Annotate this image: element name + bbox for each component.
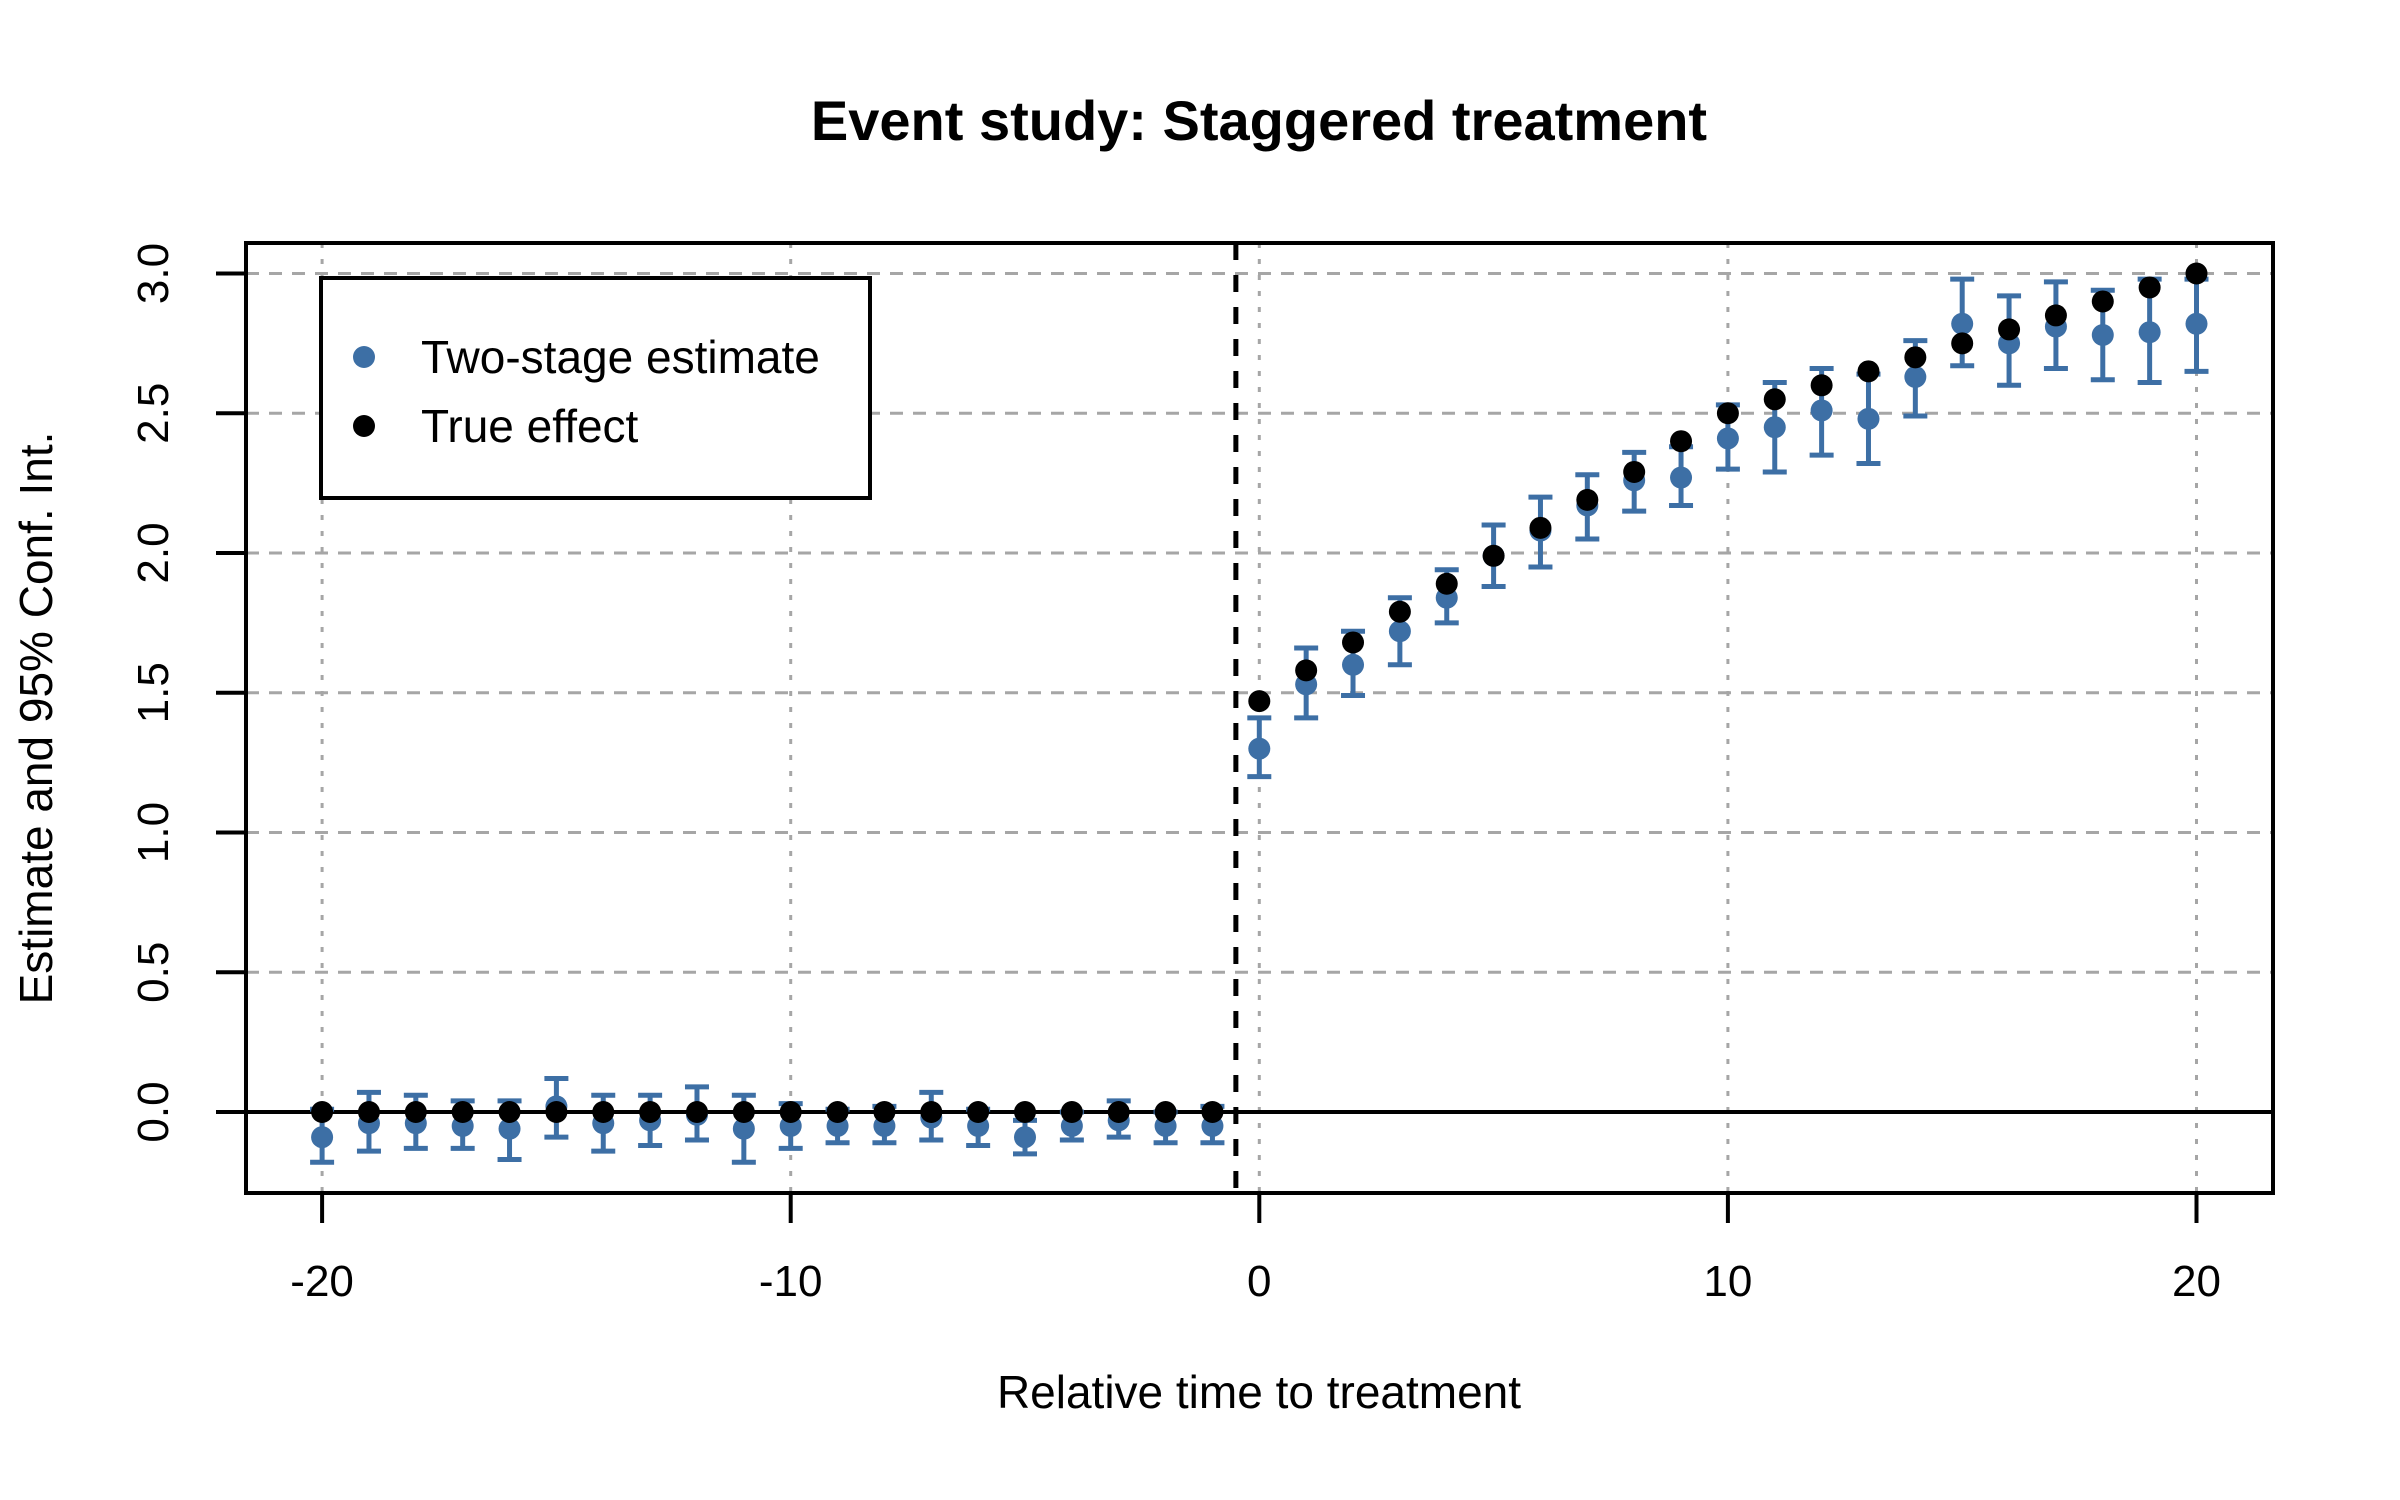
x-axis-tick-label: 20 — [2172, 1257, 2221, 1306]
two-stage-estimate-point — [1248, 737, 1271, 760]
true-effect-point — [779, 1101, 802, 1123]
true-effect-point — [2185, 262, 2208, 285]
true-effect-point — [920, 1101, 943, 1123]
true-effect-point — [498, 1101, 521, 1123]
y-axis-tick-label: 0.5 — [129, 942, 178, 1003]
true-effect-point — [1763, 388, 1786, 411]
true-effect-point — [1951, 332, 1974, 355]
x-axis-tick-label: 0 — [1247, 1257, 1271, 1306]
true-effect-point — [1014, 1101, 1036, 1123]
two-stage-estimate-point — [1342, 653, 1365, 676]
true-effect-point — [873, 1101, 896, 1123]
true-effect-point — [1107, 1101, 1130, 1123]
true-effect-point — [1670, 430, 1693, 453]
two-stage-estimate-point — [732, 1117, 755, 1140]
two-stage-estimate-point — [2185, 312, 2208, 335]
y-axis-tick-label: 2.0 — [129, 522, 178, 583]
true-effect-point — [1060, 1101, 1083, 1123]
x-axis-title: Relative time to treatment — [997, 1366, 1521, 1418]
true-effect-point — [685, 1101, 708, 1123]
legend: Two-stage estimate True effect — [319, 276, 872, 500]
chart-title: Event study: Staggered treatment — [811, 89, 1707, 152]
y-axis-tick-label: 3.0 — [129, 243, 178, 304]
legend-label-true-effect: True effect — [421, 400, 639, 452]
true-effect-point — [1388, 600, 1411, 623]
two-stage-estimate-point — [2091, 323, 2114, 346]
true-effect-point — [1295, 659, 1318, 682]
axes-group: -20 -10 0 10 20 0.0 0.5 1.0 1.5 2.0 2.5 3.0 — [129, 243, 2221, 1306]
true-effect-point — [451, 1101, 474, 1123]
two-stage-estimate-point — [1014, 1126, 1036, 1149]
true-effect-point — [1435, 572, 1458, 595]
legend-marker-true-effect — [353, 415, 375, 437]
two-stage-estimate-point — [1716, 427, 1739, 450]
true-effect-point — [1857, 360, 1880, 383]
legend-label-two-stage: Two-stage estimate — [421, 331, 820, 383]
legend-box — [319, 276, 872, 500]
true-effect-point — [1904, 346, 1927, 369]
two-stage-estimate-point — [311, 1126, 334, 1149]
true-effect-point — [2044, 304, 2067, 327]
y-axis-tick-label: 0.0 — [129, 1081, 178, 1142]
two-stage-estimate-point — [1904, 365, 1927, 388]
true-effect-point — [357, 1101, 380, 1123]
true-effect-point — [2091, 290, 2114, 313]
data-points-group — [311, 262, 2208, 1149]
true-effect-point — [2138, 276, 2161, 299]
two-stage-estimate-point — [1763, 416, 1786, 439]
x-axis-tick-label: -10 — [759, 1257, 823, 1306]
two-stage-estimate-point — [1388, 620, 1411, 643]
true-effect-point — [592, 1101, 615, 1123]
true-effect-point — [1810, 374, 1833, 397]
two-stage-estimate-point — [1670, 466, 1693, 489]
true-effect-point — [1998, 318, 2021, 341]
true-effect-point — [967, 1101, 990, 1123]
two-stage-estimate-point — [1951, 312, 1974, 335]
y-axis-tick-label: 1.5 — [129, 662, 178, 723]
two-stage-estimate-point — [1810, 399, 1833, 422]
true-effect-point — [1342, 631, 1365, 654]
x-axis-tick-label: -20 — [290, 1257, 354, 1306]
true-effect-point — [1248, 690, 1271, 713]
true-effect-point — [826, 1101, 849, 1123]
true-effect-point — [545, 1101, 568, 1123]
true-effect-point — [732, 1101, 755, 1123]
x-axis-tick-label: 10 — [1703, 1257, 1752, 1306]
y-axis-tick-label: 1.0 — [129, 802, 178, 863]
true-effect-point — [1623, 460, 1646, 483]
y-axis-tick-label: 2.5 — [129, 383, 178, 444]
reference-lines-group — [246, 243, 2273, 1193]
two-stage-estimate-point — [2138, 321, 2161, 344]
true-effect-point — [1154, 1101, 1177, 1123]
true-effect-point — [639, 1101, 662, 1123]
y-axis-title: Estimate and 95% Conf. Int. — [10, 432, 62, 1005]
legend-marker-two-stage — [353, 346, 375, 368]
true-effect-point — [1716, 402, 1739, 425]
true-effect-point — [1529, 516, 1552, 539]
true-effect-point — [1576, 488, 1599, 511]
true-effect-point — [1482, 544, 1505, 567]
two-stage-estimate-point — [498, 1117, 521, 1140]
true-effect-point — [1201, 1101, 1224, 1123]
two-stage-estimate-point — [1857, 407, 1880, 430]
true-effect-point — [404, 1101, 427, 1123]
true-effect-point — [311, 1101, 334, 1123]
